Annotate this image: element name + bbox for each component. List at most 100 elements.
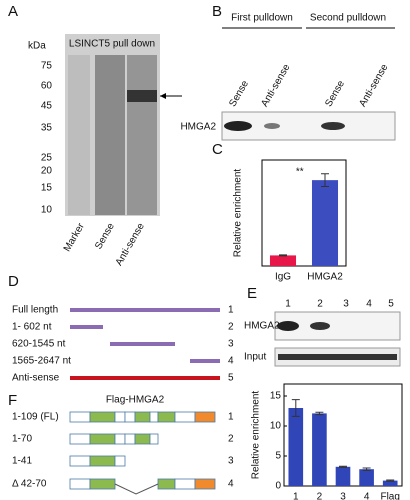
y-tick-label: 0 (275, 481, 281, 492)
domain (157, 411, 176, 423)
lane-label: Marker (62, 221, 87, 254)
lane-label: 4 (366, 299, 372, 310)
error-bar (315, 411, 324, 416)
x-tick-label: Flag (380, 492, 399, 500)
lane-label: 1 (285, 299, 291, 310)
annotation: ** (296, 167, 304, 178)
error-bar (279, 254, 287, 257)
unit-label: kDa (28, 41, 46, 52)
deletion (114, 483, 159, 495)
gel-title: LSINCT5 pull down (69, 39, 155, 50)
gel-band (127, 90, 157, 102)
marker-label: 10 (41, 205, 53, 216)
domain (69, 455, 91, 467)
panel-label: E (247, 285, 257, 302)
row-number: 4 (228, 479, 234, 490)
row-label: Anti-sense (12, 373, 60, 384)
row-number: 2 (228, 322, 234, 333)
group-label: First pulldown (231, 13, 293, 24)
bar (269, 255, 297, 266)
row-label: HMGA2 (244, 321, 280, 332)
domain (174, 411, 196, 423)
domain (89, 433, 116, 445)
y-axis-label: Relative enrichment (251, 391, 262, 480)
row-label: 1- 602 nt (12, 322, 52, 333)
lane-label: Anti-sense (114, 221, 147, 268)
bar (359, 469, 374, 486)
row-number: 1 (228, 412, 234, 423)
construct-title: Flag-HMGA2 (106, 395, 165, 406)
bar (312, 413, 327, 486)
row-label: Full length (12, 305, 58, 316)
marker-label: 75 (41, 61, 53, 72)
domain (149, 411, 159, 423)
y-tick-label: 5 (275, 451, 281, 462)
blot-band (310, 322, 330, 330)
marker-label: 45 (41, 101, 53, 112)
x-tick-label: IgG (275, 272, 291, 283)
arrow-head (160, 93, 166, 99)
lane-label: 3 (343, 299, 349, 310)
marker-label: 60 (41, 81, 53, 92)
gel-lane (95, 55, 125, 215)
bar (382, 480, 398, 486)
lane-label: Sense (323, 78, 347, 108)
error-bar (321, 173, 329, 187)
x-tick-label: 3 (340, 492, 346, 500)
lane-label: 2 (317, 299, 323, 310)
row-label: 1-70 (12, 434, 32, 445)
blot-band (277, 321, 299, 331)
domain (134, 411, 151, 423)
x-tick-label: 1 (293, 492, 299, 500)
domain (69, 478, 91, 490)
row-label: 1565-2647 nt (12, 356, 71, 367)
marker-label: 35 (41, 123, 53, 134)
panel-label: F (8, 392, 17, 409)
row-number: 5 (228, 373, 234, 384)
row-number: 4 (228, 356, 234, 367)
domain (149, 433, 159, 445)
x-tick-label: 2 (317, 492, 323, 500)
row-number: 2 (228, 434, 234, 445)
domain (134, 433, 151, 445)
domain (89, 478, 116, 490)
y-tick-label: 15 (270, 391, 282, 402)
gel-lane (127, 55, 157, 215)
y-axis-label: Relative enrichment (233, 169, 244, 258)
error-bar (362, 467, 371, 471)
domain (194, 478, 216, 490)
bar (288, 408, 304, 486)
row-number: 1 (228, 305, 234, 316)
domain (114, 455, 126, 467)
lane-label: Anti-sense (357, 62, 390, 109)
domain (194, 411, 216, 423)
domain (69, 433, 91, 445)
y-tick-label: 10 (270, 421, 282, 432)
x-tick-label: 4 (364, 492, 370, 500)
bar (335, 466, 351, 486)
blot (274, 311, 401, 341)
row-number: 3 (228, 456, 234, 467)
panel-label: A (8, 3, 18, 20)
error-bar (339, 465, 347, 468)
error-bar (291, 399, 300, 417)
plot-frame (261, 159, 347, 267)
blot-band (224, 121, 252, 131)
domain (124, 433, 136, 445)
blot-band (264, 123, 280, 129)
panel-label: C (212, 141, 223, 158)
bar (311, 180, 339, 266)
domain (114, 433, 126, 445)
marker-label: 15 (41, 183, 53, 194)
panel-label: B (212, 3, 222, 20)
lane-label: 5 (388, 299, 394, 310)
row-label: HMGA2 (180, 122, 216, 133)
gel-lane (68, 55, 90, 215)
domain (124, 411, 136, 423)
domain (89, 411, 116, 423)
x-tick-label: HMGA2 (307, 272, 343, 283)
blot-band (278, 354, 397, 360)
marker-label: 20 (41, 166, 53, 177)
row-label: 1-41 (12, 456, 32, 467)
